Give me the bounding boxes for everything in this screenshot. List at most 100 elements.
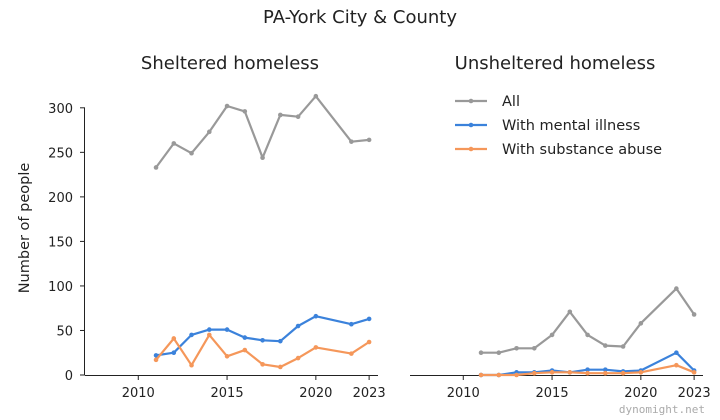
sheltered-y-tick-label: 50: [56, 324, 73, 339]
sheltered-x-tick-label: 2015: [211, 386, 244, 401]
sheltered-series-all-point: [278, 112, 283, 118]
unsheltered-series-all-point: [549, 332, 555, 338]
legend-marker-with-mental-illness: [468, 122, 474, 128]
sheltered-series-with-mental-illness-point: [171, 350, 177, 356]
legend-item-all: All: [455, 94, 520, 110]
unsheltered-series-all-point: [514, 345, 519, 351]
sheltered-y-tick-label: 250: [48, 146, 73, 161]
legend-label-all: All: [502, 94, 520, 110]
sheltered-x-tick-label: 2023: [353, 386, 386, 401]
unsheltered-x-tick-label: 2023: [678, 386, 711, 401]
sheltered-series-with-mental-illness-point: [153, 353, 159, 358]
sheltered-series-with-substance-abuse-point: [207, 332, 212, 338]
sheltered-y-tick-label: 0: [65, 369, 73, 384]
sheltered-series-with-mental-illness-line: [155, 315, 370, 357]
legend-marker-with-substance-abuse: [468, 146, 474, 152]
unsheltered-series-with-mental-illness-point: [603, 367, 608, 372]
sheltered-series-with-mental-illness-point: [366, 316, 372, 322]
unsheltered-series-all-point: [620, 344, 626, 349]
sheltered-series-with-substance-abuse-point: [313, 345, 319, 350]
sheltered-series-with-substance-abuse-point: [260, 362, 265, 367]
sheltered-y-tick-label: 300: [48, 102, 73, 117]
sheltered-y-tick-label: 150: [48, 235, 73, 250]
sheltered-series-with-substance-abuse-point: [153, 357, 159, 363]
sheltered-series-with-substance-abuse-line: [155, 333, 370, 369]
unsheltered-series-with-mental-illness-line: [481, 351, 695, 377]
unsheltered-series-with-substance-abuse-point: [478, 372, 484, 378]
unsheltered-series-all-point: [567, 309, 573, 315]
unsheltered-series-with-substance-abuse-point: [585, 370, 590, 376]
sheltered-y-tick-label: 200: [48, 191, 73, 206]
unsheltered-x-tick-label: 2010: [447, 386, 480, 401]
legend-label-with-mental-illness: With mental illness: [502, 118, 640, 134]
unsheltered-series-all-point: [603, 343, 608, 348]
sheltered-series-all-point: [260, 155, 265, 160]
unsheltered-series-with-substance-abuse-point: [549, 370, 555, 375]
sheltered-series-with-mental-illness-point: [207, 327, 212, 332]
sheltered-series-all-point: [171, 141, 177, 146]
sheltered-series-with-mental-illness-point: [278, 338, 283, 344]
unsheltered-series-with-substance-abuse-point: [514, 372, 519, 378]
sheltered-series-with-mental-illness-point: [295, 323, 301, 329]
sheltered-series-all-point: [242, 109, 248, 114]
sheltered-series-all-point: [313, 93, 319, 99]
unsheltered-series-with-substance-abuse-line: [481, 364, 695, 377]
figure-title: PA-York City & County: [263, 7, 457, 28]
unsheltered-series-all-point: [585, 332, 590, 338]
sheltered-series-with-substance-abuse-point: [171, 336, 177, 341]
unsheltered-series-with-mental-illness-point: [674, 350, 679, 356]
unsheltered-x-tick-label: 2020: [624, 386, 657, 401]
sheltered-series-with-mental-illness-point: [313, 313, 319, 319]
sheltered-series-with-mental-illness-point: [242, 335, 248, 340]
unsheltered-series-with-substance-abuse-point: [620, 370, 626, 376]
legend-item-with-mental-illness: With mental illness: [455, 118, 640, 134]
sheltered-series-with-substance-abuse-point: [278, 364, 283, 370]
sheltered-series-with-mental-illness-point: [260, 337, 265, 343]
unsheltered-series-all-point: [638, 321, 644, 326]
sheltered-panel-title: Sheltered homeless: [141, 53, 319, 74]
unsheltered-series-with-substance-abuse-point: [567, 370, 573, 375]
sheltered-x-tick-label: 2010: [122, 386, 155, 401]
legend: All With mental illness With substance abu…: [455, 94, 662, 158]
sheltered-series-with-mental-illness-point: [189, 332, 194, 338]
sheltered-series-with-substance-abuse-point: [224, 353, 230, 359]
unsheltered-series-all-point: [478, 350, 484, 356]
sheltered-series-with-substance-abuse-point: [242, 347, 248, 353]
sheltered-series-with-substance-abuse-point: [189, 362, 194, 368]
watermark: dynomight.net: [619, 403, 705, 416]
sheltered-series-all-point: [349, 139, 354, 144]
sheltered-x-tick-label: 2020: [299, 386, 332, 401]
y-axis-label: Number of people: [17, 163, 33, 294]
unsheltered-series-all-point: [691, 312, 697, 317]
legend-item-with-substance-abuse: With substance abuse: [455, 142, 662, 158]
unsheltered-series-with-substance-abuse-point: [603, 370, 608, 376]
sheltered-series-with-mental-illness-point: [349, 321, 354, 327]
sheltered-series-all-point: [295, 114, 301, 120]
sheltered-series-with-mental-illness-point: [224, 327, 230, 332]
sheltered-series-all-point: [224, 103, 230, 109]
sheltered-series-all-point: [366, 137, 372, 143]
unsheltered-series-all-point: [496, 350, 502, 356]
unsheltered-series-all-point: [674, 286, 679, 291]
unsheltered-series-all-point: [532, 345, 537, 351]
legend-label-with-substance-abuse: With substance abuse: [502, 142, 662, 158]
unsheltered-series-with-substance-abuse-point: [638, 370, 644, 375]
sheltered-panel: Sheltered homeless 2010 2015 2020 2023 0 50 10…: [48, 53, 385, 401]
sheltered-series-all-point: [207, 129, 212, 135]
sheltered-series-all-point: [153, 165, 159, 170]
unsheltered-series-with-substance-abuse-point: [674, 362, 679, 368]
sheltered-series-with-substance-abuse-point: [349, 351, 354, 356]
unsheltered-series-with-substance-abuse-point: [496, 372, 502, 378]
sheltered-series-with-substance-abuse-point: [366, 339, 372, 345]
unsheltered-series-with-substance-abuse-point: [532, 370, 537, 376]
unsheltered-series-all-line: [481, 287, 696, 354]
sheltered-series-all-line: [155, 95, 370, 169]
unsheltered-panel-title: Unsheltered homeless: [455, 53, 656, 74]
sheltered-series-with-substance-abuse-point: [295, 355, 301, 361]
unsheltered-series-with-mental-illness-point: [585, 367, 590, 372]
sheltered-series-all-point: [189, 150, 194, 156]
legend-marker-all: [468, 98, 474, 104]
unsheltered-x-tick-label: 2015: [536, 386, 569, 401]
sheltered-y-tick-label: 100: [48, 280, 73, 295]
